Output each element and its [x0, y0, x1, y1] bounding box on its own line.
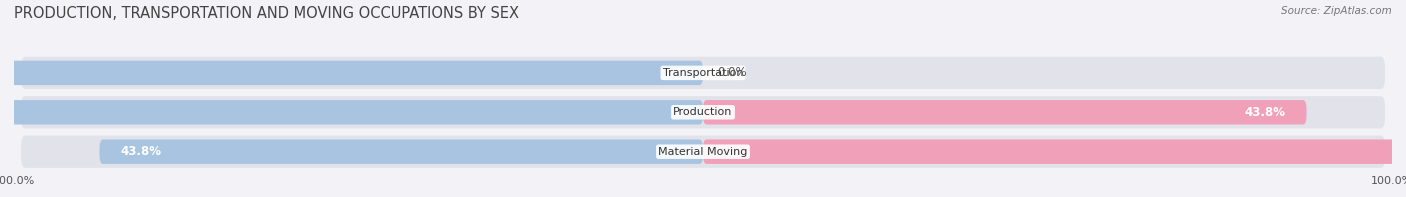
FancyBboxPatch shape	[0, 100, 703, 125]
Text: Transportation: Transportation	[662, 68, 744, 78]
FancyBboxPatch shape	[21, 57, 1385, 89]
Text: PRODUCTION, TRANSPORTATION AND MOVING OCCUPATIONS BY SEX: PRODUCTION, TRANSPORTATION AND MOVING OC…	[14, 6, 519, 21]
FancyBboxPatch shape	[21, 136, 1385, 168]
Text: 43.8%: 43.8%	[120, 145, 162, 158]
Text: 43.8%: 43.8%	[1244, 106, 1286, 119]
FancyBboxPatch shape	[703, 139, 1406, 164]
Text: Source: ZipAtlas.com: Source: ZipAtlas.com	[1281, 6, 1392, 16]
FancyBboxPatch shape	[0, 61, 703, 85]
FancyBboxPatch shape	[703, 100, 1306, 125]
Text: Material Moving: Material Moving	[658, 147, 748, 157]
FancyBboxPatch shape	[21, 96, 1385, 128]
FancyBboxPatch shape	[100, 139, 703, 164]
Text: Production: Production	[673, 107, 733, 117]
Text: 0.0%: 0.0%	[717, 66, 747, 79]
